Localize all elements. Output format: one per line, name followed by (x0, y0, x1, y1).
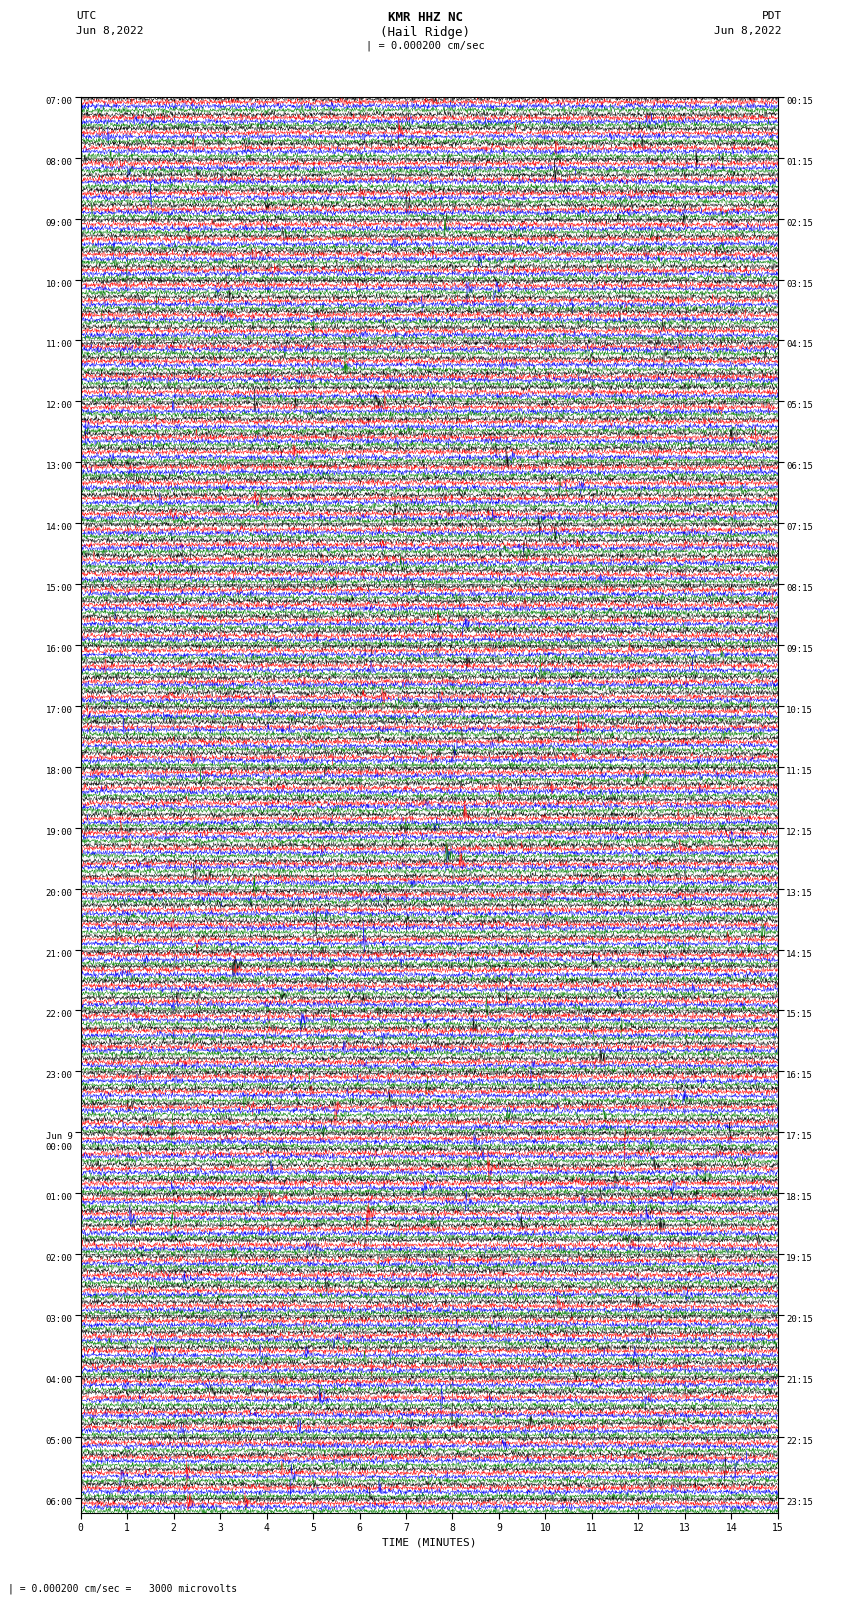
Text: PDT: PDT (762, 11, 782, 21)
Text: Jun 8,2022: Jun 8,2022 (715, 26, 782, 35)
Text: (Hail Ridge): (Hail Ridge) (380, 26, 470, 39)
Text: | = 0.000200 cm/sec: | = 0.000200 cm/sec (366, 40, 484, 52)
Text: UTC: UTC (76, 11, 97, 21)
Text: Jun 8,2022: Jun 8,2022 (76, 26, 144, 35)
Text: KMR HHZ NC: KMR HHZ NC (388, 11, 462, 24)
Text: | = 0.000200 cm/sec =   3000 microvolts: | = 0.000200 cm/sec = 3000 microvolts (8, 1582, 238, 1594)
X-axis label: TIME (MINUTES): TIME (MINUTES) (382, 1537, 477, 1547)
